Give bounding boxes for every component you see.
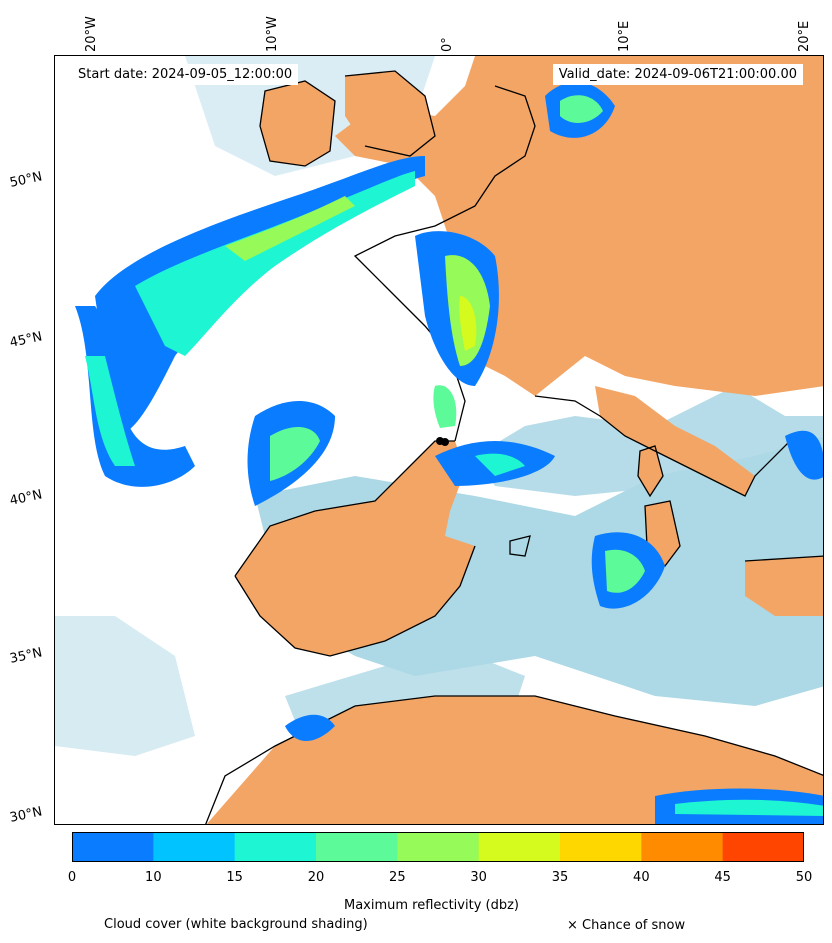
colorbar-title: Maximum reflectivity (dbz) [344,898,519,913]
lat-label-35n: 35°N [8,645,44,667]
map-canvas [55,56,823,824]
colorbar-border [72,832,804,862]
snow-marker-cluster [436,437,449,446]
colorbar-segment [478,832,561,862]
colorbar-segment [234,832,317,862]
map-panel [54,55,824,825]
colorbar-segment [316,832,398,862]
colorbar-tick-label: 0 [67,870,77,885]
colorbar-segment [641,832,724,862]
colorbar-tick-label: 40 [633,870,650,885]
reflectivity-layer [75,82,823,824]
colorbar-segment [722,832,804,862]
colorbar-tick-label: 15 [226,870,243,885]
colorbar-tick-label: 35 [551,870,569,885]
lon-label-20w: 20°W [84,16,99,52]
lat-label-30n: 30°N [8,804,44,826]
land-layer [206,56,823,824]
reflectivity-colorbar [72,832,804,862]
colorbar-tick-label: 25 [389,870,406,885]
colorbar-segment [397,832,480,862]
colorbar-tick-label: 20 [307,870,325,885]
lon-label-10w: 10°W [265,16,280,52]
colorbar-segment [560,832,642,862]
lat-label-50n: 50°N [8,169,44,191]
start-date-label: Start date: 2024-09-05_12:00:00 [72,64,299,85]
lon-label-10e: 10°E [617,20,632,52]
coastline-layer [205,70,823,824]
lat-label-40n: 40°N [8,487,44,509]
colorbar-tick-label: 50 [795,870,813,885]
lat-label-45n: 45°N [8,329,44,351]
cloud-cover-note: Cloud cover (white background shading) [104,917,368,932]
colorbar-tick-label: 45 [714,870,731,885]
colorbar-segment [153,832,236,862]
valid-date-label: Valid_date: 2024-09-06T21:00:00.00 [552,64,803,85]
colorbar-segment [72,832,154,862]
colorbar-tick-label: 10 [145,870,162,885]
lon-label-20e: 20°E [797,20,812,52]
colorbar-tick-label: 30 [470,870,487,885]
lon-label-0: 0° [440,37,455,52]
snow-chance-note: × Chance of snow [567,918,686,933]
